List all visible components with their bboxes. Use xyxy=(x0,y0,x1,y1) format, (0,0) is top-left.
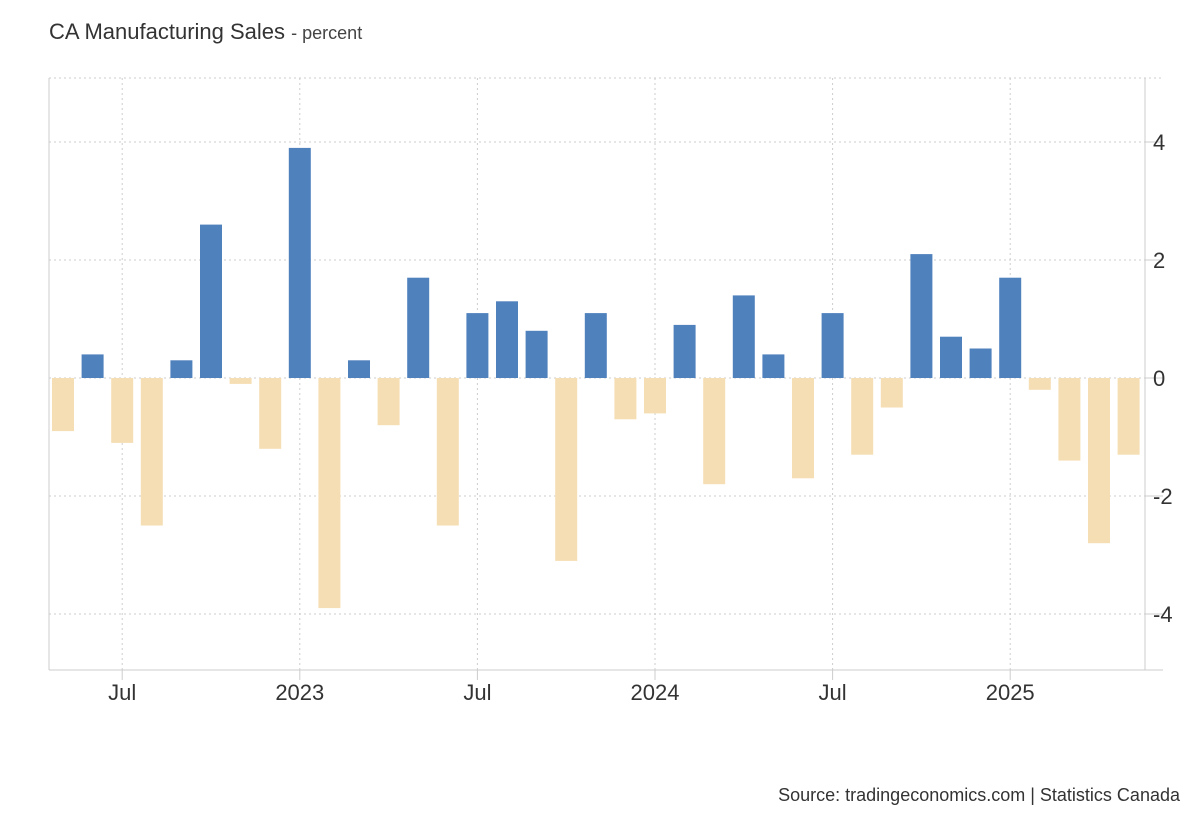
bar xyxy=(821,313,844,378)
bar xyxy=(584,313,607,378)
bar xyxy=(52,378,74,432)
x-tick-label: 2023 xyxy=(275,680,324,705)
bar xyxy=(792,378,814,479)
bar xyxy=(200,224,222,378)
x-tick-label: Jul xyxy=(463,680,491,705)
bar xyxy=(377,378,400,426)
y-tick-label: 4 xyxy=(1153,130,1165,155)
source-credit: Source: tradingeconomics.com | Statistic… xyxy=(778,785,1180,805)
x-tick-label: 2024 xyxy=(631,680,680,705)
bar xyxy=(407,277,430,378)
bar xyxy=(880,378,903,408)
y-tick-label: -4 xyxy=(1153,602,1173,627)
bar xyxy=(1028,378,1051,390)
bar xyxy=(1058,378,1081,461)
bar xyxy=(170,360,193,378)
y-tick-label: 2 xyxy=(1153,248,1165,273)
bar xyxy=(673,324,696,378)
bar xyxy=(288,147,311,378)
y-tick-label: 0 xyxy=(1153,366,1165,391)
bar xyxy=(644,378,666,414)
bar xyxy=(1117,378,1140,455)
bar xyxy=(969,348,992,378)
y-tick-label: -2 xyxy=(1153,484,1173,509)
bar xyxy=(1088,378,1110,544)
bar xyxy=(318,378,341,609)
bar xyxy=(229,378,252,384)
bar xyxy=(851,378,874,455)
bar xyxy=(111,378,134,443)
chart-title-block: CA Manufacturing Sales - percent xyxy=(49,19,362,45)
bar xyxy=(999,277,1022,378)
bar xyxy=(732,295,755,378)
bar xyxy=(81,354,104,378)
bar xyxy=(525,330,548,378)
x-tick-label: Jul xyxy=(819,680,847,705)
bar xyxy=(910,254,933,378)
bar xyxy=(466,313,489,378)
bar xyxy=(940,336,962,378)
bar xyxy=(762,354,785,378)
chart-subtitle: - percent xyxy=(291,23,363,43)
bar-chart: 4 2 0 -2 -4 Jul 2023 Jul 2024 Jul 2025 xyxy=(48,77,1173,705)
bar xyxy=(703,378,726,485)
bar xyxy=(496,301,518,378)
bar xyxy=(436,378,459,526)
bar xyxy=(614,378,637,420)
bar xyxy=(140,378,163,526)
bar xyxy=(555,378,578,561)
x-tick-label: 2025 xyxy=(986,680,1035,705)
x-tick-label: Jul xyxy=(108,680,136,705)
chart-title: CA Manufacturing Sales xyxy=(49,19,286,44)
bar xyxy=(348,360,370,378)
bar xyxy=(259,378,282,449)
